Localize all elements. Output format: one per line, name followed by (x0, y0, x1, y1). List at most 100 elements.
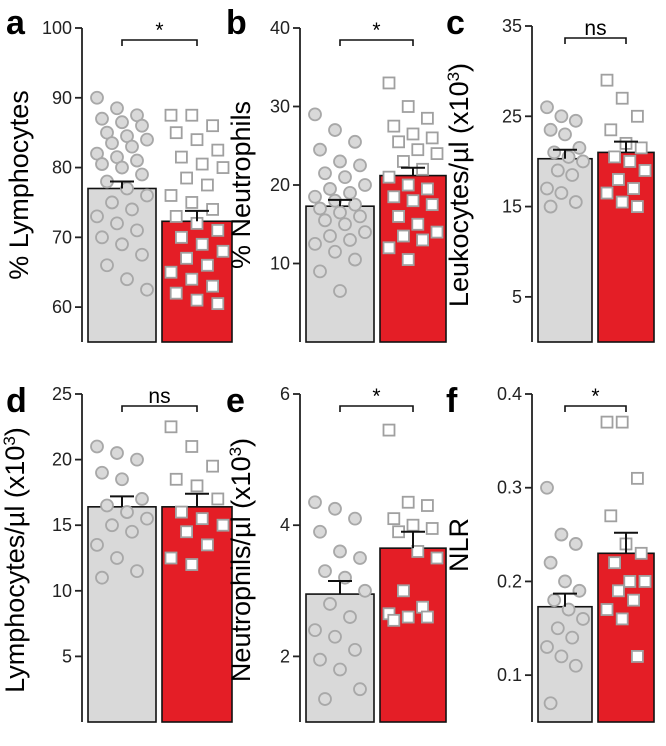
data-point-control (572, 140, 587, 155)
data-point-treated (164, 420, 178, 434)
data-point-treated (169, 286, 183, 300)
data-point-treated (406, 194, 420, 208)
data-point-control (125, 202, 139, 217)
data-point-control (105, 518, 119, 533)
data-point-control (308, 495, 322, 510)
data-point-control (353, 682, 367, 697)
data-point-control (328, 501, 342, 516)
data-point-control (115, 237, 129, 252)
data-point-control (95, 230, 109, 245)
data-point-treated (382, 76, 396, 90)
data-point-treated (211, 223, 225, 237)
significance-label-a: * (155, 19, 163, 42)
data-point-treated (392, 135, 406, 149)
data-point-treated (631, 650, 644, 663)
data-point-treated (612, 584, 625, 598)
data-point-treated (185, 196, 199, 209)
data-point-control (100, 258, 114, 273)
y-tick-label-d: 15 (52, 515, 72, 535)
data-point-treated (425, 131, 439, 145)
data-point-treated (200, 178, 214, 192)
data-point-treated (211, 492, 225, 506)
data-point-control (576, 612, 590, 626)
data-point-treated (425, 198, 439, 212)
data-point-control (540, 480, 554, 495)
data-point-treated (608, 150, 621, 164)
data-point-treated (638, 575, 652, 588)
data-point-treated (169, 209, 183, 223)
data-point-control (568, 537, 583, 551)
data-point-control (333, 544, 347, 559)
data-point-treated (600, 603, 614, 616)
data-point-control (358, 178, 372, 192)
data-point-control (543, 555, 558, 570)
data-point-control (110, 446, 124, 460)
data-point-control (125, 524, 139, 539)
y-tick-label-a: 60 (52, 297, 72, 317)
data-point-treated (387, 119, 401, 133)
data-point-control (343, 610, 357, 624)
data-point-control (550, 163, 565, 178)
data-point-control (550, 621, 565, 636)
data-point-control (543, 199, 558, 214)
data-point-control (554, 109, 569, 124)
data-point-control (135, 247, 149, 262)
data-point-control (135, 492, 149, 506)
data-point-control (115, 472, 129, 487)
data-point-control (90, 439, 104, 454)
data-point-treated (195, 512, 209, 526)
data-point-treated (600, 186, 614, 200)
data-point-control (95, 157, 109, 171)
data-point-treated (200, 258, 214, 272)
significance-bracket-c (564, 37, 627, 44)
data-point-control (568, 658, 583, 673)
data-point-treated (631, 109, 644, 123)
data-point-treated (211, 297, 225, 311)
data-point-control (547, 593, 562, 608)
data-point-treated (401, 178, 415, 192)
y-tick-label-a: 90 (52, 88, 72, 108)
data-point-control (333, 284, 347, 298)
data-point-control (90, 209, 104, 224)
data-point-treated (411, 143, 425, 157)
y-tick-label-f: 0.2 (497, 571, 522, 591)
data-point-treated (401, 253, 415, 266)
data-point-treated (604, 509, 618, 523)
data-point-control (353, 551, 367, 565)
data-point-control (313, 652, 327, 667)
data-point-control (554, 649, 569, 664)
data-point-control (308, 623, 322, 638)
data-point-control (572, 583, 587, 598)
panel-label-c: c (446, 4, 465, 42)
data-point-treated (174, 505, 188, 519)
data-point-treated (406, 127, 420, 141)
panel-label-f: f (446, 382, 458, 420)
data-point-treated (411, 217, 425, 231)
data-point-control (543, 696, 558, 711)
y-axis-label-e: Neutrophils/µl (x103) (226, 438, 257, 682)
panel-e: 2 4 6 * e Neutrophils/µl (x103) (226, 382, 447, 723)
data-point-control (318, 213, 332, 228)
y-axis-label-f: NLR (444, 518, 474, 572)
data-point-control (135, 167, 149, 182)
data-point-control (130, 564, 144, 579)
data-point-control (313, 142, 327, 157)
y-tick-label-d: 10 (52, 581, 72, 601)
y-tick-label-e: 2 (280, 646, 290, 666)
data-point-treated (206, 459, 220, 473)
data-point-treated (430, 551, 444, 565)
data-point-treated (430, 147, 444, 161)
data-point-treated (604, 123, 618, 137)
panel-d: 5 10 15 20 25 ns d Lymphocytes/µl (x103) (0, 382, 233, 723)
data-point-treated (180, 525, 194, 539)
y-axis-label-a: % Lymphocytes (4, 90, 34, 280)
data-point-treated (387, 512, 401, 526)
data-point-treated (211, 143, 225, 157)
data-point-treated (382, 170, 396, 184)
data-point-treated (169, 126, 183, 140)
data-point-treated (195, 237, 209, 251)
y-axis-label-c: Leukocytes/µl (x103) (444, 63, 475, 307)
data-point-control (318, 692, 332, 706)
data-point-control (140, 132, 154, 147)
